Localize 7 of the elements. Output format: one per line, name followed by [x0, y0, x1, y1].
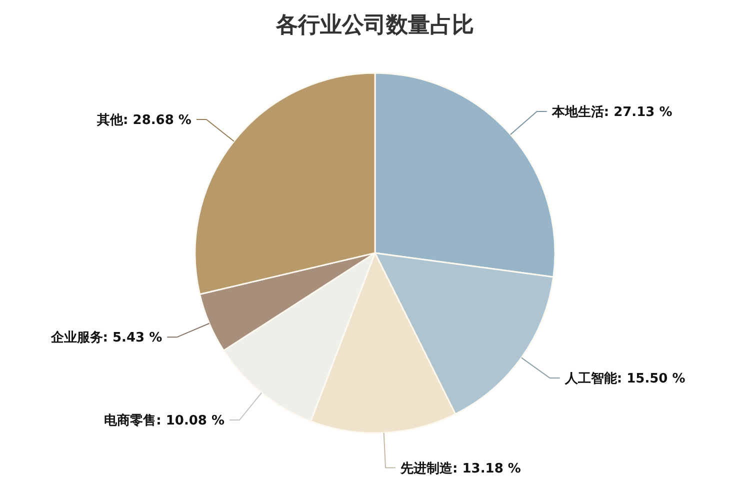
slice-label: 本地生活: 27.13 %	[550, 105, 672, 120]
slice-label: 企业服务: 5.43 %	[50, 330, 162, 346]
slice-label: 人工智能: 15.50 %	[564, 370, 686, 387]
slice-label: 其他: 28.68 %	[96, 113, 192, 128]
slice-label: 先进制造: 13.18 %	[400, 461, 521, 476]
chart-title: 各行业公司数量占比	[275, 13, 474, 38]
slice-label: 电商零售: 10.08 %	[104, 412, 225, 428]
